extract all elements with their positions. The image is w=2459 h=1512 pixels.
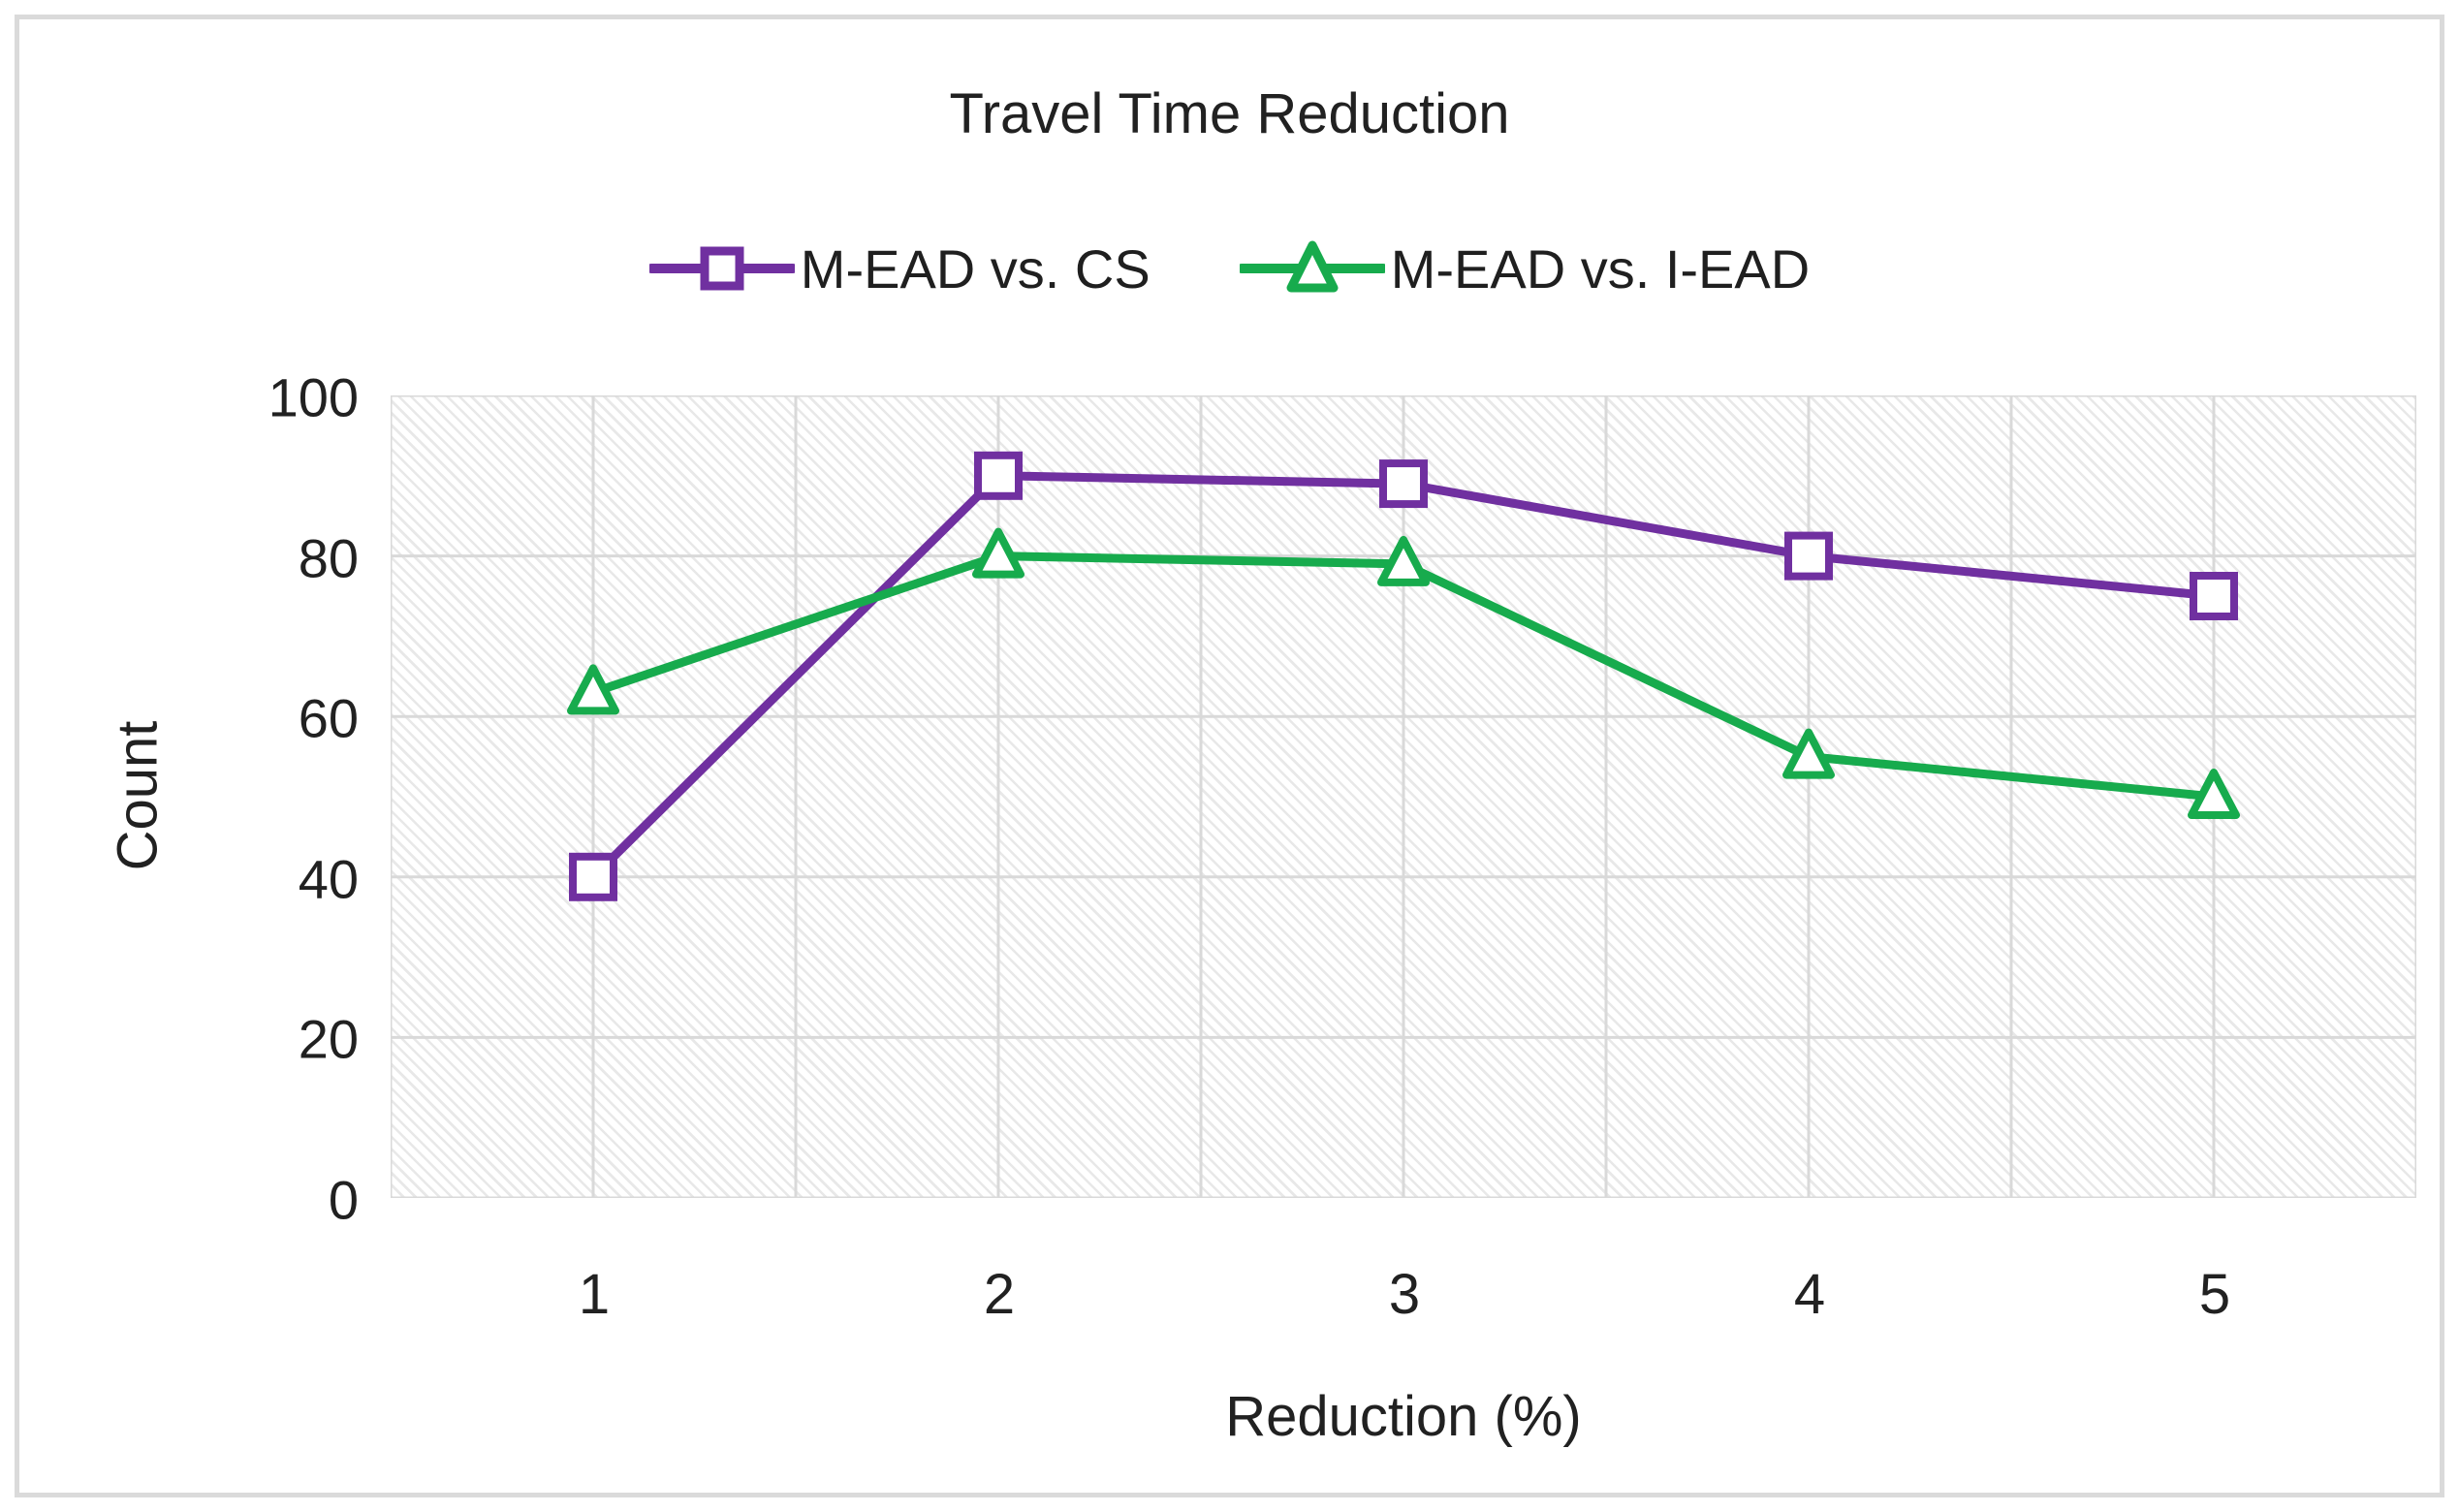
legend-item-mead-vs-iead: M-EAD vs. I-EAD (1239, 237, 1811, 300)
marker-triangle (2188, 769, 2240, 819)
marker-square (1379, 459, 1428, 509)
legend-marker-triangle-icon (1239, 240, 1385, 293)
marker-square (1784, 531, 1833, 581)
marker-square (569, 852, 617, 901)
plot-area (391, 395, 2416, 1198)
marker-triangle (1377, 535, 1430, 586)
marker-triangle (1782, 728, 1835, 779)
legend-marker-square-icon (648, 246, 795, 291)
x-axis-title: Reduction (%) (1225, 1385, 1582, 1448)
chart-title: Travel Time Reduction (949, 82, 1510, 145)
legend-label: M-EAD vs. CS (800, 237, 1151, 299)
marker-triangle (567, 664, 619, 715)
legend-swatch-shape (700, 246, 744, 291)
legend-swatch-shape (1286, 240, 1339, 293)
x-tick-label: 5 (2198, 1263, 2231, 1326)
marker-triangle (972, 527, 1025, 579)
y-tick-label: 20 (298, 1008, 359, 1070)
x-tick-label: 2 (983, 1263, 1016, 1326)
legend-label: M-EAD vs. I-EAD (1390, 237, 1811, 299)
chart-frame: Travel Time Reduction M-EAD vs. CS M-EAD… (15, 15, 2444, 1497)
y-tick-label: 100 (268, 366, 359, 428)
y-axis-title: Count (106, 720, 170, 871)
y-tick-label: 80 (298, 527, 359, 589)
y-tick-label: 0 (328, 1169, 359, 1231)
y-tick-label: 40 (298, 848, 359, 910)
marker-square (974, 451, 1023, 500)
legend-item-mead-vs-cs: M-EAD vs. CS (648, 237, 1151, 300)
legend: M-EAD vs. CS M-EAD vs. I-EAD (19, 225, 2440, 312)
x-tick-label: 1 (578, 1263, 611, 1326)
marker-square (2190, 572, 2238, 620)
x-tick-label: 3 (1388, 1263, 1421, 1326)
y-tick-label: 60 (298, 687, 359, 749)
x-tick-label: 4 (1793, 1263, 1826, 1326)
plot-svg (391, 395, 2416, 1198)
